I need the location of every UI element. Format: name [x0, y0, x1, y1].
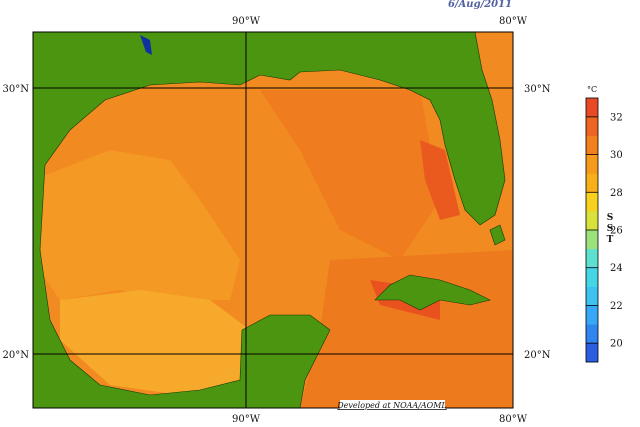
land: [33, 32, 506, 408]
lake: [140, 35, 152, 55]
warm-patch: [300, 250, 513, 408]
colorbar-segment: [586, 324, 598, 344]
colorbar-segment: [586, 98, 598, 118]
colorbar-segment: [586, 267, 598, 287]
colorbar-segment: [586, 230, 598, 250]
lat-label: 30°N: [3, 84, 30, 95]
lon-label: 90°W: [232, 16, 261, 27]
colorbar-segment: [586, 173, 598, 193]
lon-label: 80°W: [499, 414, 528, 425]
colorbar-unit: °C: [587, 85, 597, 94]
colorbar-segment: [586, 116, 598, 137]
colorbar-tick-label: 22: [610, 301, 623, 312]
colorbar-segment: [586, 192, 598, 212]
map-frame: [32, 31, 514, 409]
colorbar-title: S: [607, 224, 614, 234]
colorbar-tick-label: 24: [610, 263, 623, 274]
colorbar-tick-label: 30: [610, 150, 623, 161]
colorbar-title: S: [607, 213, 614, 223]
cool-patch: [60, 290, 250, 395]
map-area: [33, 32, 513, 408]
colorbar-title: T: [607, 235, 614, 245]
colorbar-segment: [586, 211, 598, 231]
island: [489, 224, 506, 246]
cuba: [374, 274, 491, 311]
colorbar-segment: [586, 343, 598, 363]
colorbar-segment: [586, 305, 598, 325]
lat-label: 20°N: [3, 350, 30, 361]
lon-label: 80°W: [499, 16, 528, 27]
colorbar-segment: [586, 286, 598, 306]
credit: Developed at NOAA/AOML: [336, 401, 446, 410]
colorbar-tick-label: 32: [610, 112, 623, 123]
credit-box: [340, 400, 445, 410]
date: 6/Aug/2011: [448, 0, 512, 10]
warm-patch: [260, 90, 440, 260]
colorbar-segment: [586, 248, 598, 269]
cool-patch: [33, 150, 240, 300]
colorbar-segment: [586, 135, 598, 155]
hot-patch: [420, 140, 460, 220]
lon-label: 90°W: [232, 414, 261, 425]
colorbar-segment: [586, 154, 598, 174]
lat-label: 20°N: [524, 350, 551, 361]
colorbar-tick-label: 20: [610, 339, 623, 350]
colorbar-tick-label: 26: [610, 226, 623, 237]
lat-label: 30°N: [524, 84, 551, 95]
colorbar-tick-label: 28: [610, 188, 623, 199]
